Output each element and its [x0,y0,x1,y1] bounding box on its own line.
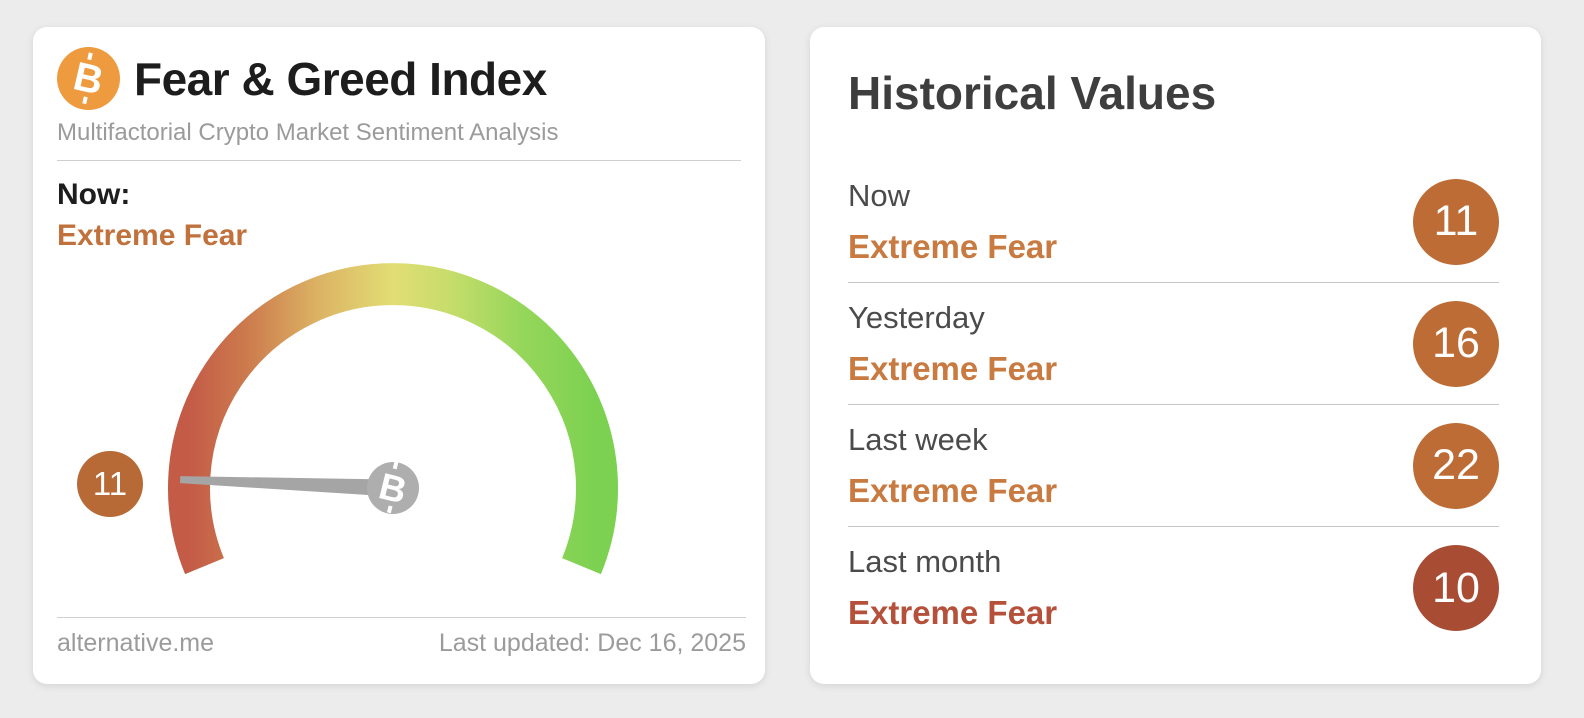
history-row-label: Yesterday [848,299,985,335]
gauge-hub [367,462,419,514]
gauge-arc [168,263,618,575]
history-value-badge: 10 [1413,545,1499,631]
card-footer: alternative.me Last updated: Dec 16, 202… [57,617,746,658]
history-row-sentiment: Extreme Fear [848,594,1058,631]
gauge-needle [180,476,394,497]
history-row-sentiment: Extreme Fear [848,349,1058,387]
hub-tick-top [392,461,399,470]
history-row-text: Now Extreme Fear [848,178,1057,266]
history-value-badge: 11 [1413,178,1499,265]
now-label: Now: [57,178,131,211]
history-row-label: Now [848,177,911,213]
title-row: B Fear & Greed Index [57,47,741,110]
now-sentiment: Extreme Fear [57,219,248,252]
history-row-text: Yesterday Extreme Fear [848,300,1057,388]
history-row-sentiment: Extreme Fear [848,471,1058,509]
subtitle: Multifactorial Crypto Market Sentiment A… [57,119,559,146]
historical-values-title: Historical Values [848,67,1217,119]
history-row-last-week: Last week Extreme Fear 22 [848,405,1499,527]
header-divider [57,160,741,161]
history-row-sentiment: Extreme Fear [848,227,1058,265]
fear-greed-header: B Fear & Greed Index Multifactorial Cryp… [33,27,765,253]
history-row-label: Last month [848,544,1002,579]
gauge-value-badge: 11 [77,451,143,517]
page-title: Fear & Greed Index [134,52,547,105]
last-updated-text: Last updated: Dec 16, 2025 [438,629,746,657]
history-row-last-month: Last month Extreme Fear 10 [848,527,1499,649]
gauge-needle-group [180,476,394,497]
history-value-badge: 22 [1413,422,1499,509]
hub-tick-bottom [386,505,393,514]
history-row-now: Now Extreme Fear 11 [848,161,1499,283]
historical-values-card: Historical Values Now Extreme Fear 11 Ye… [810,27,1541,684]
history-row-label: Last week [848,421,988,457]
source-link[interactable]: alternative.me [57,629,215,657]
bitcoin-logo-icon: B [57,47,120,110]
history-value-badge: 16 [1413,300,1499,387]
sentiment-gauge: B [168,263,618,575]
history-row-text: Last month Extreme Fear [848,544,1057,632]
history-row-text: Last week Extreme Fear [848,422,1057,510]
fear-greed-card: B Fear & Greed Index Multifactorial Cryp… [33,27,765,684]
bitcoin-glyph: B [51,41,127,117]
history-row-yesterday: Yesterday Extreme Fear 16 [848,283,1499,405]
